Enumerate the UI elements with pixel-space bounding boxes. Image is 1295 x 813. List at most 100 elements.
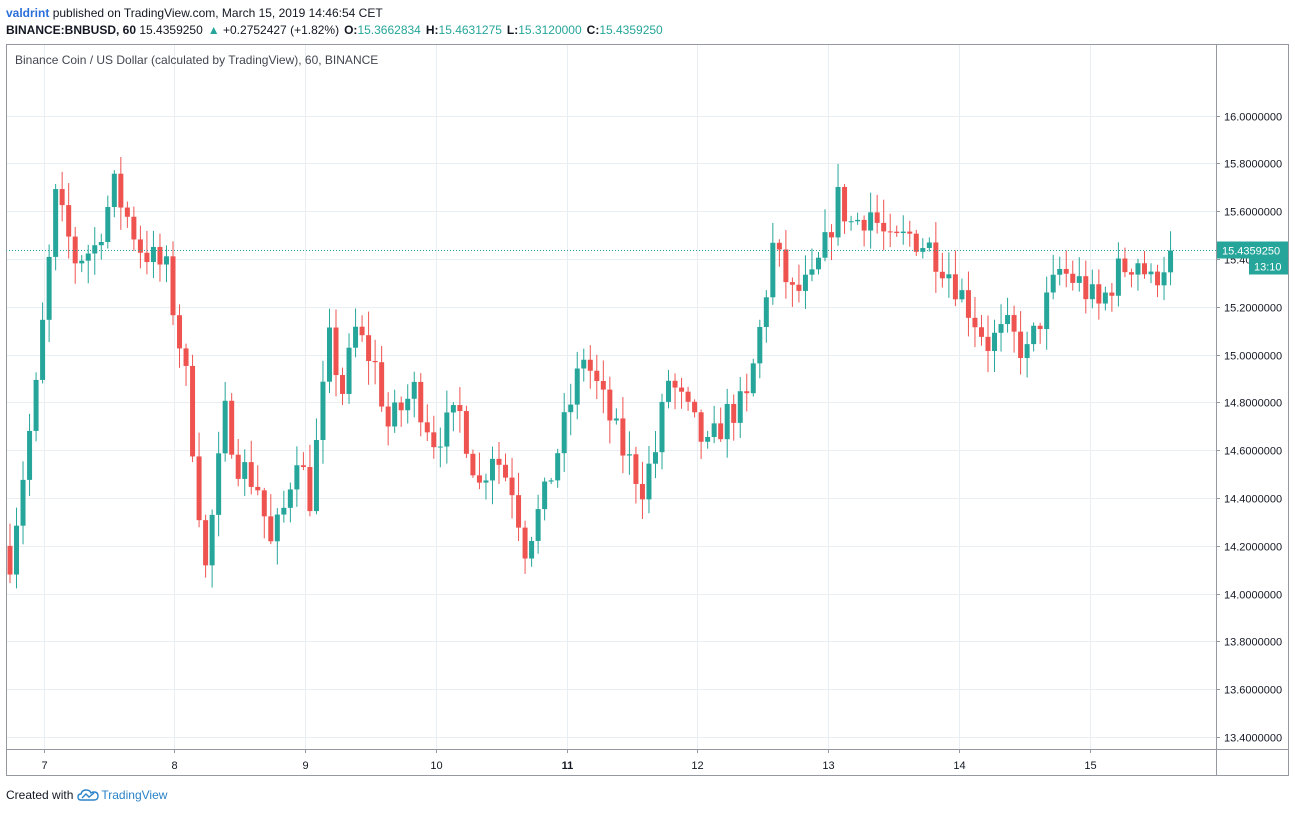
candle-body [529, 540, 535, 559]
price-tick-label: 13.6000000 [1224, 685, 1282, 697]
candle-body [1057, 268, 1063, 275]
candle-body [366, 335, 372, 361]
candle-body [607, 389, 613, 421]
candle-body [392, 402, 398, 427]
candle-body [170, 256, 176, 316]
price-tick-label: 14.6000000 [1224, 446, 1282, 458]
candle-body [672, 380, 678, 388]
high-label: H: [425, 23, 439, 37]
candle-body [666, 380, 672, 402]
candle-body [144, 252, 150, 263]
candle-body [718, 423, 724, 440]
candle-body [711, 423, 717, 437]
candle-body [281, 507, 287, 515]
candle-body [535, 509, 541, 541]
last-price-marker: 15.4359250 13:10 [6, 241, 1288, 275]
candle-body [555, 453, 561, 481]
candle-body [842, 186, 848, 222]
candle-body [105, 207, 111, 242]
candle-body [998, 324, 1004, 333]
countdown-label: 13:10 [1254, 261, 1282, 273]
candle-body [20, 479, 26, 526]
candle-body [959, 290, 965, 300]
candle-body [157, 246, 163, 265]
candle-body [965, 290, 971, 318]
candle-body [118, 173, 124, 208]
candle-body [1102, 292, 1108, 304]
candle-body [894, 231, 900, 234]
candle-body [1141, 263, 1147, 275]
price-tick-label: 16.0000000 [1224, 112, 1282, 124]
candle-body [1018, 331, 1024, 358]
candle-body [855, 219, 861, 222]
candle-body [183, 348, 189, 366]
candle-body [483, 480, 489, 483]
candle-body [242, 462, 248, 479]
price-tick-label: 13.4000000 [1224, 733, 1282, 745]
candle-body [163, 256, 169, 265]
candle-body [978, 327, 984, 337]
candle-body [1115, 258, 1121, 296]
candle-body [326, 327, 332, 382]
candle-body [868, 212, 874, 231]
candle-body [437, 446, 443, 448]
candle-body [1096, 284, 1102, 304]
candle-body [900, 231, 906, 234]
open-value: 15.3662834 [357, 23, 421, 37]
open-label: O: [344, 23, 358, 37]
tradingview-link[interactable]: TradingView [77, 788, 167, 802]
tradingview-cloud-icon [77, 789, 100, 801]
candles-layer [7, 157, 1174, 589]
ohlc-bar: BINANCE:BNBUSD, 60 15.4359250 ▲ +0.275242… [6, 23, 663, 37]
candle-body [216, 453, 222, 515]
time-tick-label: 11 [562, 760, 574, 772]
candle-body [150, 246, 156, 263]
candle-body [835, 186, 841, 238]
candle-body [581, 359, 587, 369]
candle-body [7, 545, 13, 575]
candle-body [920, 248, 926, 252]
candle-body [46, 256, 52, 320]
candle-body [659, 401, 665, 453]
price-tick-label: 15.6000000 [1224, 207, 1282, 219]
price-tick-label: 13.8000000 [1224, 637, 1282, 649]
candle-body [470, 453, 476, 476]
candle-body [992, 332, 998, 351]
candle-body [796, 284, 802, 291]
time-tick-label: 7 [41, 760, 47, 772]
chart-container[interactable]: Binance Coin / US Dollar (calculated by … [6, 44, 1289, 776]
candle-body [457, 405, 463, 412]
candle-body [424, 422, 430, 433]
candle-body [359, 326, 365, 336]
candle-body [313, 440, 319, 512]
candle-body [946, 274, 952, 279]
candle-body [1024, 344, 1030, 358]
candle-body [652, 452, 658, 464]
candle-body [646, 463, 652, 500]
candle-body [346, 347, 352, 394]
candle-body [548, 480, 554, 482]
candle-body [203, 520, 209, 566]
candle-body [40, 319, 46, 380]
candle-body [1011, 315, 1017, 332]
candle-body [972, 317, 978, 328]
candle-body [626, 454, 632, 456]
candlestick-chart[interactable]: Binance Coin / US Dollar (calculated by … [6, 44, 1289, 776]
brand-label: TradingView [101, 788, 168, 802]
candle-body [59, 189, 65, 206]
candle-body [744, 391, 750, 394]
candle-body [926, 242, 932, 249]
candle-body [613, 418, 619, 421]
candle-body [385, 406, 391, 427]
author-link[interactable]: valdrint [6, 6, 50, 20]
candle-body [933, 242, 939, 272]
candle-body [985, 336, 991, 351]
candle-body [952, 274, 958, 300]
candle-body [274, 514, 280, 542]
candle-body [294, 465, 300, 490]
candle-body [1063, 268, 1069, 274]
up-arrow-icon: ▲ [207, 23, 220, 37]
price-tick-label: 15.8000000 [1224, 159, 1282, 171]
candle-body [815, 257, 821, 270]
price-change: +0.2752427 (+1.82%) [223, 23, 340, 37]
